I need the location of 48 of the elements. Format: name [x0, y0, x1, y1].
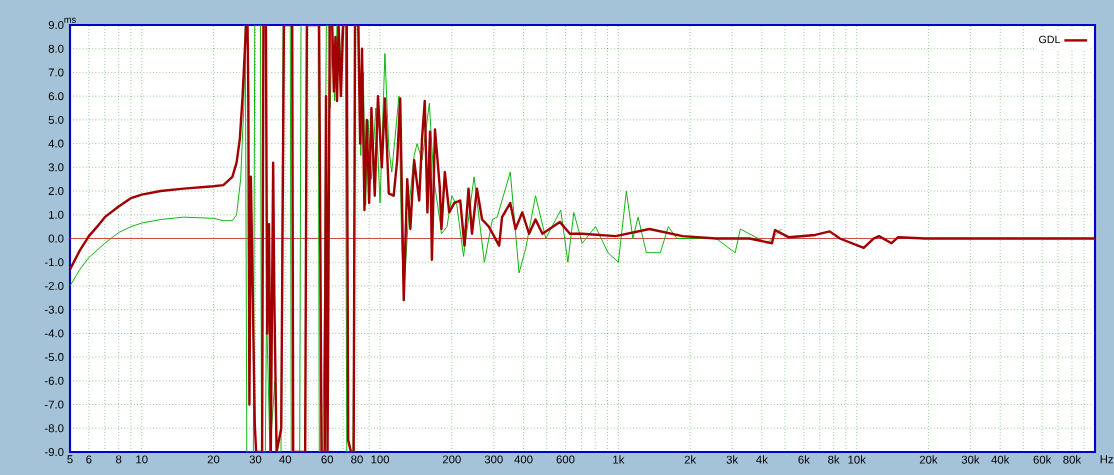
x-tick-label: 3k [726, 455, 739, 464]
y-tick-label: -7.0 [44, 400, 64, 409]
y-tick-label: -5.0 [44, 353, 64, 362]
x-tick-label: 60k [1033, 455, 1052, 464]
y-axis-title: ms [64, 17, 76, 23]
y-tick-label: 6.0 [48, 92, 64, 101]
x-tick-label: 20k [919, 455, 938, 464]
x-tick-label: 600 [556, 455, 575, 464]
y-tick-label: -3.0 [44, 305, 64, 314]
y-tick-label: 1.0 [49, 210, 64, 219]
y-tick-label: 3.0 [48, 163, 64, 172]
x-tick-label: 2k [684, 455, 697, 464]
x-tick-label: 80k [1063, 455, 1082, 464]
y-tick-label: -2.0 [44, 281, 64, 290]
y-tick-label: -9.0 [44, 448, 64, 457]
legend-label: GDL [1039, 35, 1061, 44]
x-tick-label: 20 [207, 455, 220, 464]
x-tick-label: 30 [249, 455, 262, 464]
x-tick-label: 60 [321, 455, 334, 464]
y-tick-label: -4.0 [44, 329, 64, 338]
x-tick-label: 4k [756, 455, 768, 464]
x-tick-label: 400 [514, 455, 533, 464]
y-tick-label: -8.0 [44, 424, 64, 433]
y-tick-label: 5.0 [48, 115, 64, 124]
x-tick-label: 40 [279, 455, 292, 464]
x-tick-label: 40k [991, 455, 1010, 464]
x-tick-label: 300 [484, 455, 503, 464]
x-tick-label: 10 [136, 455, 148, 464]
y-tick-label: -1.0 [44, 258, 64, 267]
x-tick-label: 10k [848, 455, 866, 464]
y-tick-label: 0.0 [48, 234, 64, 243]
x-axis-title: Hz [1100, 455, 1114, 464]
x-tick-label: 100 [371, 455, 390, 464]
y-tick-label: -6.0 [44, 376, 64, 385]
x-tick-label: 6k [798, 455, 810, 464]
x-tick-label: 5 [67, 455, 73, 464]
x-tick-label: 200 [442, 455, 461, 464]
y-tick-label: 8.0 [48, 44, 64, 53]
y-tick-label: 9.0 [48, 20, 64, 29]
x-tick-label: 80 [351, 455, 363, 464]
y-tick-label: 2.0 [48, 187, 64, 196]
x-tick-label: 8 [116, 455, 122, 464]
x-tick-label: 1k [613, 455, 625, 464]
y-tick-label: 4.0 [48, 139, 64, 148]
y-tick-label: 7.0 [48, 68, 64, 77]
x-tick-label: 30k [961, 455, 980, 464]
x-tick-label: 6 [86, 455, 92, 464]
x-tick-label: 8k [828, 455, 840, 464]
